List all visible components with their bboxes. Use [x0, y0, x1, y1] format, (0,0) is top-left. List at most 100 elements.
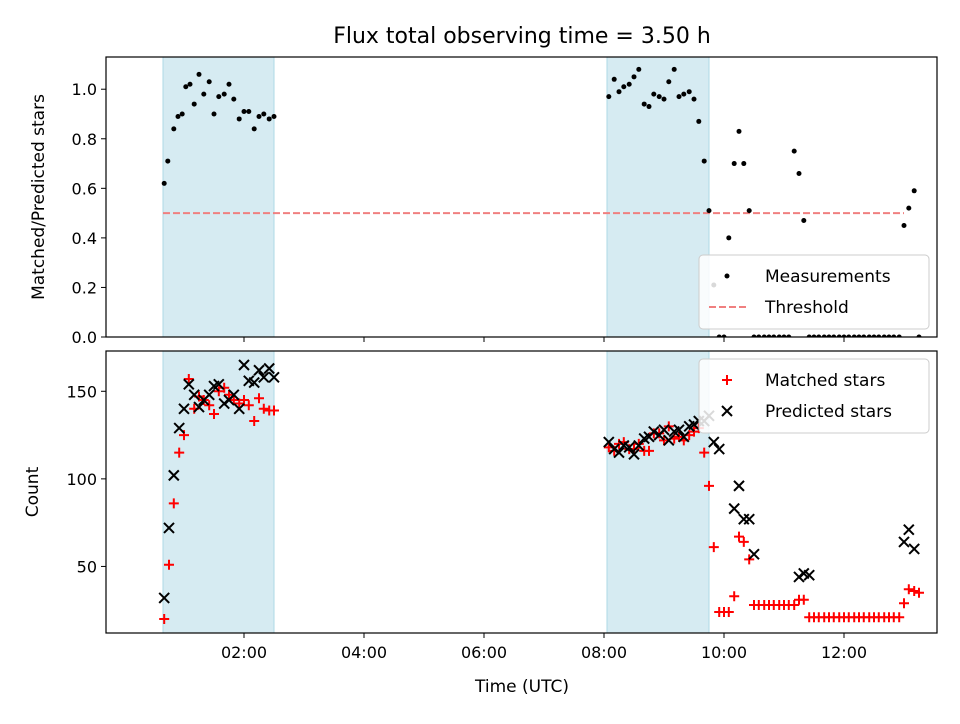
data-point: [903, 584, 914, 595]
data-point: [743, 513, 755, 525]
data-point: [673, 424, 685, 436]
data-point: [266, 116, 272, 122]
data-point: [646, 104, 652, 110]
data-point: [681, 91, 687, 97]
data-point: [898, 536, 910, 548]
data-point: [616, 89, 622, 95]
data-point: [231, 96, 237, 102]
data-point: [914, 587, 924, 598]
axes-frame: [105, 350, 938, 634]
data-point: [726, 235, 732, 241]
data-point: [213, 378, 225, 390]
data-point: [691, 96, 697, 102]
x-tick-label: 12:00: [821, 643, 867, 662]
data-point: [896, 334, 902, 337]
legend-label: Measurements: [765, 267, 891, 287]
data-point: [871, 334, 877, 337]
data-point: [761, 334, 767, 337]
data-point: [268, 371, 280, 383]
data-point: [196, 71, 202, 77]
x-tick-label: 10:00: [701, 643, 747, 662]
data-point: [636, 66, 642, 72]
y-tick-label: 0.6: [72, 179, 97, 198]
data-point: [661, 96, 667, 102]
data-point: [188, 389, 200, 401]
data-point: [706, 208, 712, 214]
data-point: [786, 334, 792, 337]
data-point: [611, 76, 617, 82]
data-point: [766, 334, 772, 337]
legend-label: Matched stars: [765, 371, 885, 391]
data-point: [201, 91, 207, 97]
observing-interval-band: [162, 56, 275, 338]
data-point: [209, 409, 219, 420]
y-tick-label: 0.0: [72, 328, 97, 347]
data-point: [258, 403, 269, 414]
data-point: [161, 180, 167, 186]
legend-marker: [722, 375, 732, 385]
axes-frame: [105, 56, 938, 338]
data-point: [701, 158, 707, 164]
data-point: [733, 480, 745, 492]
data-point: [236, 116, 242, 122]
legend-box: [698, 254, 930, 330]
data-point: [756, 334, 762, 337]
data-point: [713, 443, 725, 455]
data-point: [224, 389, 234, 400]
data-point: [816, 334, 822, 337]
y-tick-label: 150: [66, 382, 97, 401]
observing-interval-band: [606, 350, 710, 634]
data-point: [183, 84, 189, 90]
data-point: [738, 513, 750, 525]
data-point: [723, 606, 734, 617]
data-point: [891, 334, 897, 337]
data-point: [656, 94, 662, 100]
data-point: [253, 364, 265, 376]
data-point: [168, 498, 179, 509]
legend-marker: [724, 273, 730, 279]
data-point: [248, 376, 260, 389]
data-point: [708, 436, 720, 448]
data-point: [736, 128, 742, 134]
data-point: [249, 416, 260, 427]
data-point: [651, 91, 657, 97]
data-point: [704, 480, 714, 491]
legend-box: [698, 358, 930, 434]
data-point: [606, 94, 612, 100]
data-point: [219, 382, 230, 393]
data-point: [626, 81, 632, 87]
data-point: [738, 536, 749, 547]
data-point: [781, 334, 787, 337]
data-point: [876, 334, 882, 337]
bottom-panel-y-axis-label: Count: [23, 466, 43, 517]
data-point: [263, 362, 275, 375]
data-point: [206, 79, 212, 85]
data-point: [179, 111, 185, 117]
data-point: [178, 403, 190, 415]
data-point: [254, 393, 264, 404]
data-point: [836, 334, 842, 337]
data-point: [663, 434, 675, 447]
data-point: [191, 101, 197, 107]
data-point: [238, 359, 250, 371]
data-point: [728, 502, 740, 515]
data-point: [699, 447, 710, 458]
data-point: [909, 585, 920, 596]
data-point: [686, 89, 692, 95]
data-point: [789, 599, 800, 610]
data-point: [678, 431, 690, 443]
data-point: [258, 371, 270, 383]
data-point: [648, 425, 660, 438]
data-point: [633, 439, 645, 452]
data-point: [826, 334, 832, 337]
y-tick-label: 50: [77, 557, 97, 576]
plot-marks: [158, 359, 924, 624]
data-point: [798, 594, 809, 605]
data-point: [613, 446, 625, 459]
data-point: [193, 401, 205, 413]
data-point: [233, 403, 245, 415]
data-point: [641, 101, 647, 107]
data-point: [796, 170, 802, 176]
data-point: [158, 592, 170, 604]
